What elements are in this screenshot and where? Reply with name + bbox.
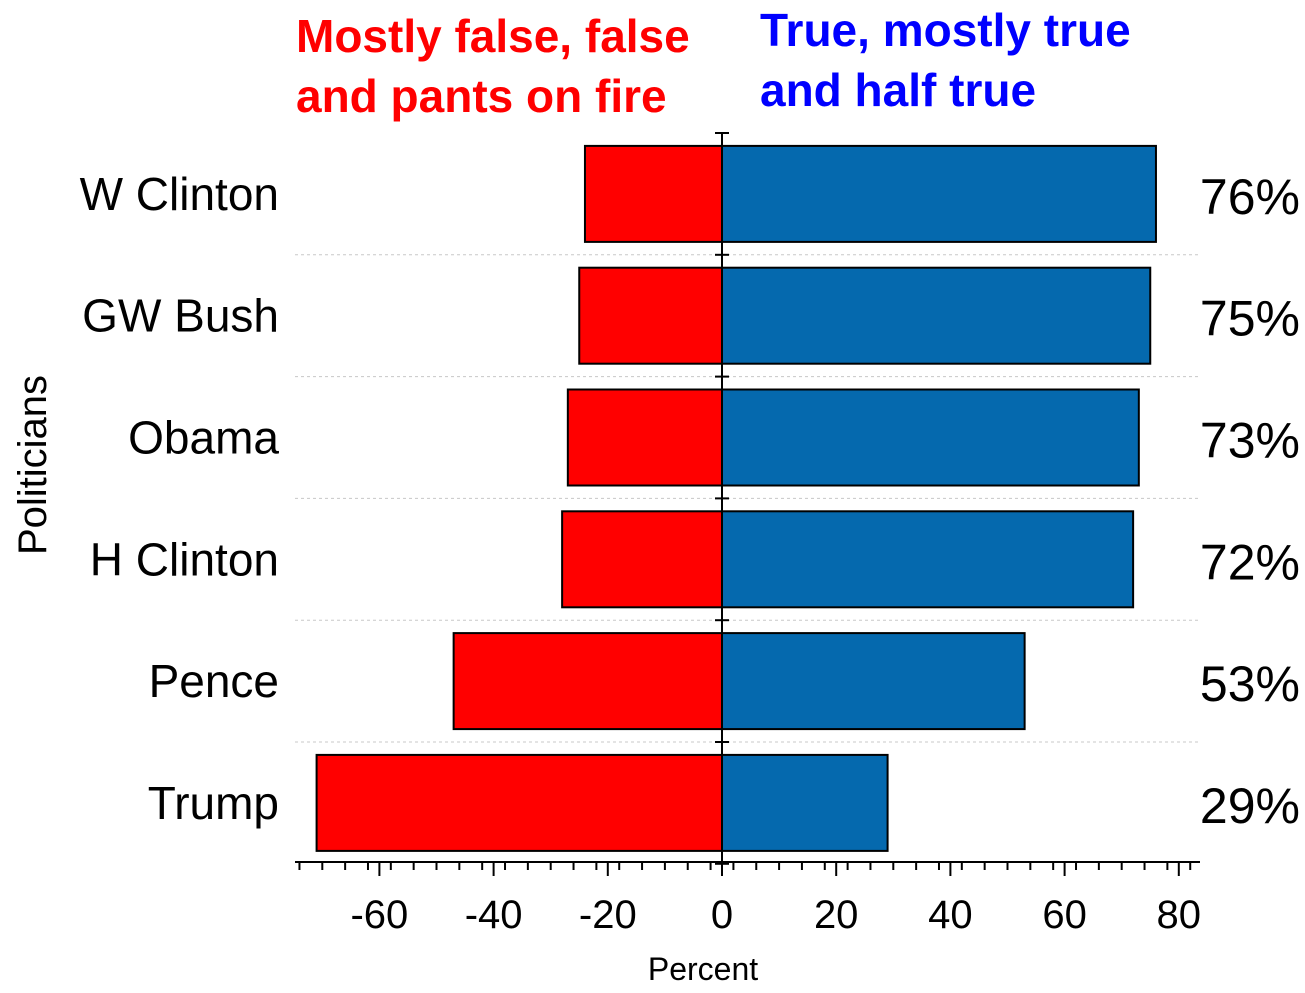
x-axis-title: Percent [648, 951, 758, 987]
x-tick-label: 80 [1157, 893, 1202, 937]
grid-separators [295, 254, 1200, 743]
percent-label: 76% [1200, 169, 1300, 225]
true-bar-h-clinton [721, 510, 1135, 609]
true-bar-pence [721, 632, 1026, 731]
bars [315, 144, 1157, 852]
x-axis: -60 -40 -20 0 20 40 60 80 [295, 132, 1202, 937]
percent-label: 29% [1200, 778, 1300, 834]
percent-label: 75% [1200, 291, 1300, 347]
true-bar-w-clinton [721, 144, 1157, 243]
percent-label: 73% [1200, 413, 1300, 469]
category-label: Pence [149, 655, 279, 707]
x-tick-label: 20 [814, 893, 859, 937]
true-bar-obama [721, 388, 1140, 487]
category-label: W Clinton [80, 168, 279, 220]
y-axis-title: Politicians [11, 375, 55, 555]
legend: Mostly false, false and pants on fire Tr… [296, 4, 1131, 122]
true-bar-trump [721, 753, 889, 852]
false-bar-w-clinton [583, 144, 724, 243]
x-tick-label: 40 [928, 893, 973, 937]
category-label: GW Bush [82, 290, 279, 342]
x-tick-label: -40 [465, 893, 523, 937]
x-tick-label: -20 [579, 893, 637, 937]
legend-true-line1: True, mostly true [760, 4, 1131, 56]
true-bar-gw-bush [721, 266, 1152, 365]
x-tick-label: 0 [711, 893, 733, 937]
false-bar-h-clinton [561, 510, 723, 609]
percent-label: 72% [1200, 534, 1300, 590]
category-label: Obama [128, 412, 279, 464]
legend-false-line2: and pants on fire [296, 70, 667, 122]
false-bar-pence [452, 632, 723, 731]
category-labels: W Clinton GW Bush Obama H Clinton Pence Trump [80, 168, 280, 829]
category-label: Trump [148, 777, 279, 829]
x-tick-label: -60 [350, 893, 408, 937]
legend-true-line2: and half true [760, 64, 1036, 116]
x-tick-label: 60 [1042, 893, 1087, 937]
false-bar-trump [315, 753, 723, 852]
legend-false-line1: Mostly false, false [296, 10, 690, 62]
false-bar-gw-bush [578, 266, 723, 365]
data-labels: 76% 75% 73% 72% 53% 29% [1200, 169, 1300, 834]
percent-label: 53% [1200, 656, 1300, 712]
category-label: H Clinton [90, 533, 279, 585]
false-bar-obama [566, 388, 724, 487]
